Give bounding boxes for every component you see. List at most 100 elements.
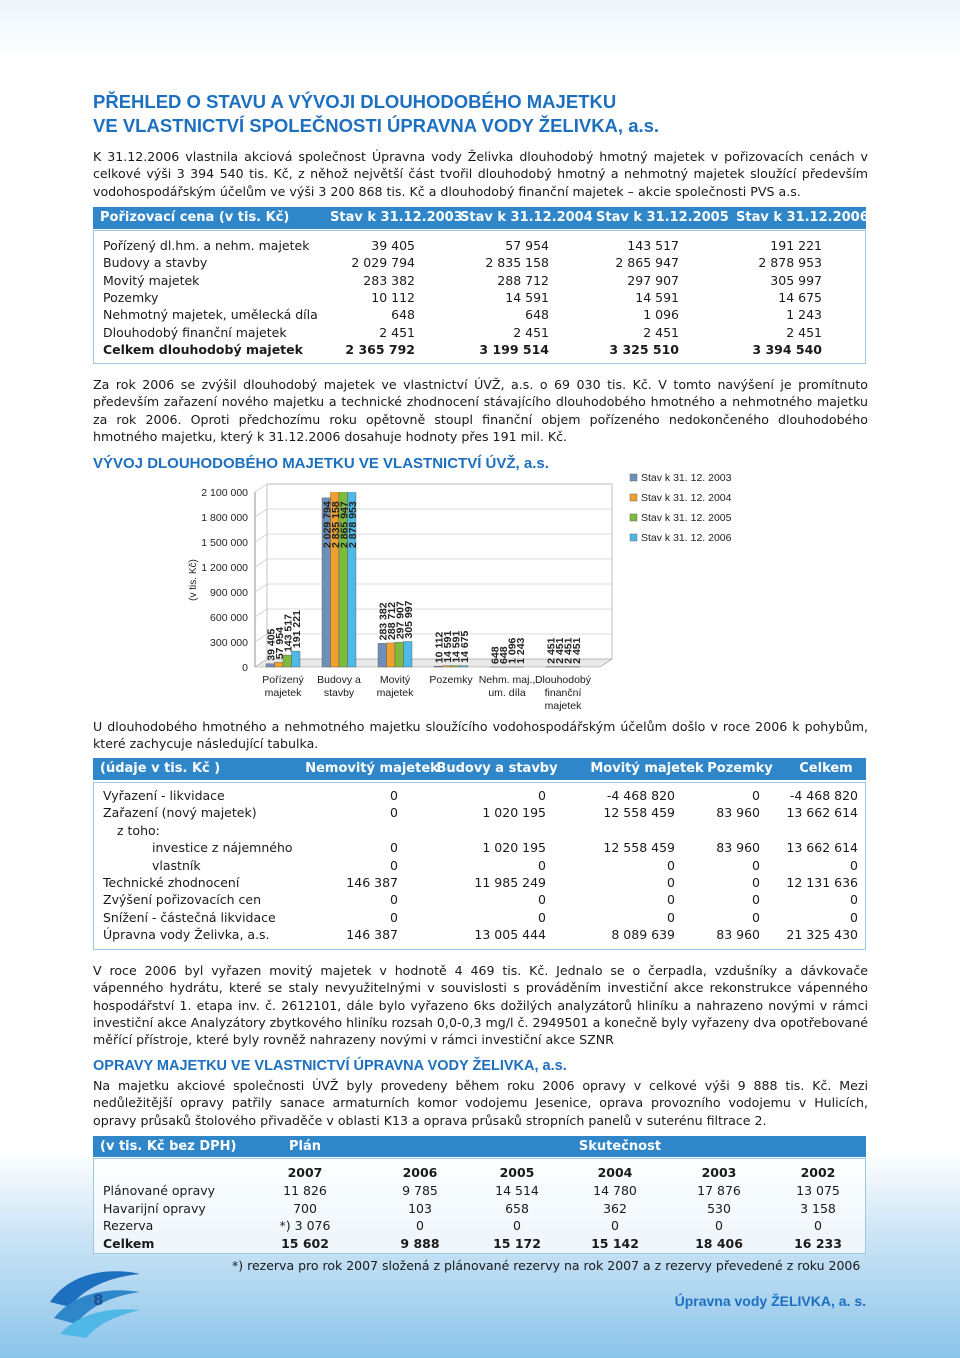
table-header: Plán xyxy=(289,1139,322,1154)
year-header: 2007 xyxy=(287,1165,323,1180)
x-tick-label: Pořízený majetek xyxy=(262,674,304,699)
table-cell: 14 591 xyxy=(635,289,679,305)
row-label: investice z nájemného xyxy=(152,840,293,856)
table-cell: 12 558 459 xyxy=(603,840,675,856)
table-cell: 11 826 xyxy=(283,1183,327,1198)
y-tick-label: 0 xyxy=(242,662,248,674)
table-header-bar xyxy=(93,1136,866,1157)
table-cell: 8 089 639 xyxy=(611,927,675,943)
table-cell: 14 780 xyxy=(593,1183,637,1198)
table-cell: 103 xyxy=(408,1200,432,1216)
bar xyxy=(386,642,396,668)
table-header: Nemovitý majetek xyxy=(305,761,439,776)
bars xyxy=(265,492,581,668)
table-cell: 0 xyxy=(538,857,546,873)
table-header: Pozemky xyxy=(707,761,773,776)
grid-line xyxy=(254,483,612,493)
row-label: Technické zhodnocení xyxy=(103,875,240,890)
table-cell: 288 712 xyxy=(497,272,549,288)
title-line: PŘEHLED O STAVU A VÝVOJI DLOUHODOBÉHO MA… xyxy=(93,91,617,112)
table-header-bar xyxy=(93,758,866,780)
table-header: Skutečnost xyxy=(578,1139,662,1154)
table-cell: 0 xyxy=(752,892,760,908)
bar xyxy=(442,665,452,668)
table-cell: 9 888 xyxy=(400,1235,440,1251)
y-tick-label: 1 800 000 xyxy=(201,512,248,524)
table-cell: 0 xyxy=(752,909,760,925)
table-cell: 2 451 xyxy=(786,324,822,340)
value-label: 57 954 xyxy=(274,627,286,659)
value-label: 143 517 xyxy=(282,614,294,652)
table-header: (údaje v tis. Kč ) xyxy=(100,761,221,776)
table-cell: 0 xyxy=(850,857,858,873)
table-cell: 0 xyxy=(390,909,398,925)
row-label: Havarijní opravy xyxy=(103,1200,206,1216)
table-cell: 2 451 xyxy=(643,324,679,340)
table-cell: 0 xyxy=(752,857,760,873)
table-cell: 1 243 xyxy=(786,307,822,323)
x-tick-label: Dlouhodobý finanční majetek xyxy=(534,674,592,712)
table-cell: 0 xyxy=(850,909,858,925)
table-cell: 362 xyxy=(603,1200,627,1216)
bar xyxy=(403,641,413,668)
grid-line xyxy=(254,508,612,518)
table-cell: 2 451 xyxy=(379,324,415,340)
row-label: Pořízený dl.hm. a nehm. majetek xyxy=(103,238,310,253)
table-header: Celkem xyxy=(799,761,853,776)
table-cell: 0 xyxy=(390,840,398,856)
table-body xyxy=(93,230,866,364)
table-cell: 0 xyxy=(611,1218,619,1233)
value-label: 2 451 xyxy=(571,637,583,663)
bar xyxy=(433,665,443,668)
footer-company: Úpravna vody ŽELIVKA, a. s. xyxy=(674,1293,866,1309)
table-cell: 0 xyxy=(390,788,398,803)
value-label: 2 451 xyxy=(545,637,557,663)
table-cell: 0 xyxy=(390,892,398,908)
table-header: Stav k 31.12.2005 xyxy=(596,210,729,225)
table-cell: 18 406 xyxy=(695,1235,743,1251)
value-label: 648 xyxy=(489,646,501,664)
table-cell: 146 387 xyxy=(346,875,398,890)
value-label: 2 451 xyxy=(562,637,574,663)
logo-wave xyxy=(60,1309,140,1338)
table-cell: 83 960 xyxy=(716,840,760,856)
table-cell: 1 020 195 xyxy=(482,840,546,856)
value-label: 2 865 947 xyxy=(338,501,350,548)
table-cell: 0 xyxy=(752,875,760,890)
table-cell: 0 xyxy=(513,1218,521,1233)
table-cell: 648 xyxy=(391,307,415,323)
table-cell: 658 xyxy=(505,1200,529,1216)
bar xyxy=(347,492,357,668)
value-label: 2 029 794 xyxy=(321,501,333,548)
legend-swatch xyxy=(629,513,638,522)
legend-label: Stav k 31. 12. 2004 xyxy=(641,492,732,504)
table-cell: 0 xyxy=(538,788,546,803)
row-label: Vyřazení - likvidace xyxy=(103,788,225,803)
value-label: 1 096 xyxy=(506,637,518,663)
row-label: Dlouhodobý finanční majetek xyxy=(103,324,287,340)
table-header: Stav k 31.12.2004 xyxy=(460,210,593,225)
table-cell: 16 233 xyxy=(794,1235,842,1251)
x-tick-label: Budovy a stavby xyxy=(317,674,361,699)
title-line: VE VLASTNICTVÍ SPOLEČNOSTI ÚPRAVNA VODY … xyxy=(93,115,660,136)
x-tick-label: Movitý majetek xyxy=(376,674,414,699)
year-header: 2004 xyxy=(597,1165,633,1180)
row-label: vlastník xyxy=(152,857,201,873)
row-label: Celkem dlouhodobý majetek xyxy=(103,341,303,357)
row-label: z toho: xyxy=(117,822,160,838)
table-cell: 83 960 xyxy=(716,805,760,821)
table-cell: 143 517 xyxy=(627,238,679,253)
table-cell: 2 365 792 xyxy=(345,341,415,357)
bar xyxy=(394,641,404,668)
y-tick-label: 900 000 xyxy=(210,587,248,599)
row-label: Zařazení (nový majetek) xyxy=(103,805,257,821)
table-cell: 83 960 xyxy=(716,927,760,943)
table-cell: 297 907 xyxy=(627,272,679,288)
logo-wave xyxy=(54,1290,140,1324)
row-label: Zvýšení pořizovacích cen xyxy=(103,892,261,908)
value-label: 10 112 xyxy=(433,631,445,663)
table-cell: 21 325 430 xyxy=(786,927,858,943)
row-label: Celkem xyxy=(103,1235,155,1251)
legend-swatch xyxy=(629,533,638,542)
